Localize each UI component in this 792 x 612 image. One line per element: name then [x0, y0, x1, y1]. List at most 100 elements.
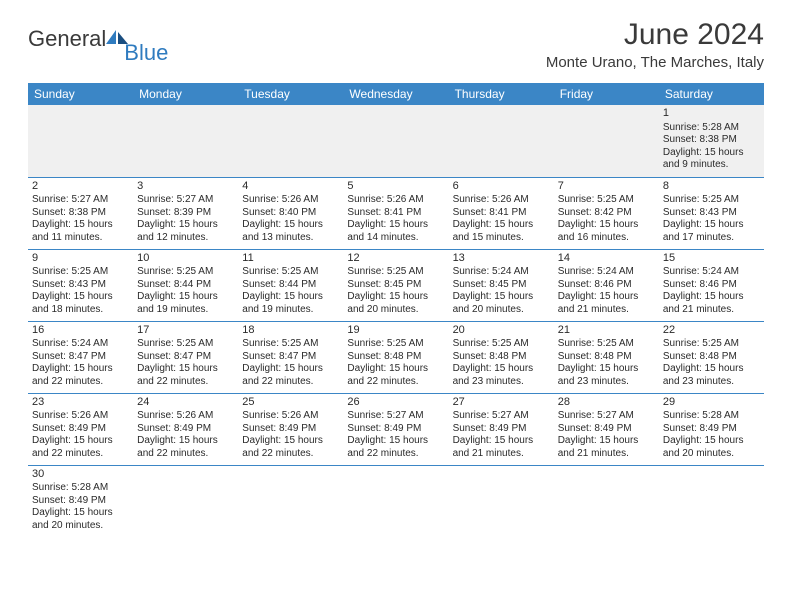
sunset-line: Sunset: 8:43 PM	[32, 279, 129, 292]
empty-cell	[133, 465, 238, 537]
sunset-line: Sunset: 8:38 PM	[663, 134, 760, 147]
sunset-line: Sunset: 8:48 PM	[663, 351, 760, 364]
sunrise-line: Sunrise: 5:25 AM	[242, 266, 339, 279]
daylight-line: Daylight: 15 hours and 22 minutes.	[137, 435, 234, 460]
day-cell: 8Sunrise: 5:25 AMSunset: 8:43 PMDaylight…	[659, 177, 764, 249]
sunrise-line: Sunrise: 5:27 AM	[347, 410, 444, 423]
day-cell: 15Sunrise: 5:24 AMSunset: 8:46 PMDayligh…	[659, 249, 764, 321]
calendar-body: 1Sunrise: 5:28 AMSunset: 8:38 PMDaylight…	[28, 105, 764, 537]
sunset-line: Sunset: 8:42 PM	[558, 207, 655, 220]
day-cell: 28Sunrise: 5:27 AMSunset: 8:49 PMDayligh…	[554, 393, 659, 465]
daylight-line: Daylight: 15 hours and 22 minutes.	[32, 363, 129, 388]
sunrise-line: Sunrise: 5:25 AM	[347, 338, 444, 351]
sunrise-line: Sunrise: 5:24 AM	[663, 266, 760, 279]
day-cell: 19Sunrise: 5:25 AMSunset: 8:48 PMDayligh…	[343, 321, 448, 393]
calendar-row: 9Sunrise: 5:25 AMSunset: 8:43 PMDaylight…	[28, 249, 764, 321]
day-cell: 1Sunrise: 5:28 AMSunset: 8:38 PMDaylight…	[659, 105, 764, 177]
day-cell: 9Sunrise: 5:25 AMSunset: 8:43 PMDaylight…	[28, 249, 133, 321]
sunset-line: Sunset: 8:47 PM	[32, 351, 129, 364]
sunrise-line: Sunrise: 5:24 AM	[453, 266, 550, 279]
sunrise-line: Sunrise: 5:27 AM	[32, 194, 129, 207]
day-cell: 24Sunrise: 5:26 AMSunset: 8:49 PMDayligh…	[133, 393, 238, 465]
day-cell: 3Sunrise: 5:27 AMSunset: 8:39 PMDaylight…	[133, 177, 238, 249]
daylight-line: Daylight: 15 hours and 19 minutes.	[242, 291, 339, 316]
daylight-line: Daylight: 15 hours and 17 minutes.	[663, 219, 760, 244]
day-number: 20	[453, 324, 550, 338]
empty-cell	[554, 465, 659, 537]
calendar-row: 2Sunrise: 5:27 AMSunset: 8:38 PMDaylight…	[28, 177, 764, 249]
day-number: 17	[137, 324, 234, 338]
day-cell: 17Sunrise: 5:25 AMSunset: 8:47 PMDayligh…	[133, 321, 238, 393]
day-cell: 25Sunrise: 5:26 AMSunset: 8:49 PMDayligh…	[238, 393, 343, 465]
daylight-line: Daylight: 15 hours and 18 minutes.	[32, 291, 129, 316]
sunset-line: Sunset: 8:49 PM	[453, 423, 550, 436]
sunset-line: Sunset: 8:43 PM	[663, 207, 760, 220]
calendar-table: SundayMondayTuesdayWednesdayThursdayFrid…	[28, 83, 764, 537]
day-number: 26	[347, 396, 444, 410]
sunrise-line: Sunrise: 5:26 AM	[32, 410, 129, 423]
daylight-line: Daylight: 15 hours and 21 minutes.	[558, 291, 655, 316]
sunset-line: Sunset: 8:47 PM	[137, 351, 234, 364]
day-cell: 16Sunrise: 5:24 AMSunset: 8:47 PMDayligh…	[28, 321, 133, 393]
sunrise-line: Sunrise: 5:26 AM	[347, 194, 444, 207]
day-cell: 4Sunrise: 5:26 AMSunset: 8:40 PMDaylight…	[238, 177, 343, 249]
day-cell: 5Sunrise: 5:26 AMSunset: 8:41 PMDaylight…	[343, 177, 448, 249]
daylight-line: Daylight: 15 hours and 20 minutes.	[663, 435, 760, 460]
daylight-line: Daylight: 15 hours and 22 minutes.	[347, 363, 444, 388]
day-number: 12	[347, 252, 444, 266]
sunrise-line: Sunrise: 5:24 AM	[32, 338, 129, 351]
sunset-line: Sunset: 8:38 PM	[32, 207, 129, 220]
day-number: 5	[347, 180, 444, 194]
sunrise-line: Sunrise: 5:25 AM	[558, 338, 655, 351]
day-number: 25	[242, 396, 339, 410]
daylight-line: Daylight: 15 hours and 20 minutes.	[32, 507, 129, 532]
daylight-line: Daylight: 15 hours and 22 minutes.	[242, 363, 339, 388]
day-cell: 12Sunrise: 5:25 AMSunset: 8:45 PMDayligh…	[343, 249, 448, 321]
location: Monte Urano, The Marches, Italy	[546, 54, 764, 71]
sunset-line: Sunset: 8:45 PM	[347, 279, 444, 292]
sunset-line: Sunset: 8:48 PM	[453, 351, 550, 364]
day-number: 14	[558, 252, 655, 266]
day-cell: 27Sunrise: 5:27 AMSunset: 8:49 PMDayligh…	[449, 393, 554, 465]
sunrise-line: Sunrise: 5:25 AM	[453, 338, 550, 351]
day-cell: 30Sunrise: 5:28 AMSunset: 8:49 PMDayligh…	[28, 465, 133, 537]
day-number: 9	[32, 252, 129, 266]
month-title: June 2024	[546, 18, 764, 52]
day-number: 29	[663, 396, 760, 410]
sunrise-line: Sunrise: 5:26 AM	[242, 194, 339, 207]
daylight-line: Daylight: 15 hours and 22 minutes.	[242, 435, 339, 460]
empty-cell	[343, 105, 448, 177]
day-cell: 6Sunrise: 5:26 AMSunset: 8:41 PMDaylight…	[449, 177, 554, 249]
day-cell: 18Sunrise: 5:25 AMSunset: 8:47 PMDayligh…	[238, 321, 343, 393]
weekday-header: Sunday	[28, 83, 133, 105]
sunrise-line: Sunrise: 5:26 AM	[242, 410, 339, 423]
sunset-line: Sunset: 8:48 PM	[558, 351, 655, 364]
day-cell: 13Sunrise: 5:24 AMSunset: 8:45 PMDayligh…	[449, 249, 554, 321]
daylight-line: Daylight: 15 hours and 12 minutes.	[137, 219, 234, 244]
daylight-line: Daylight: 15 hours and 11 minutes.	[32, 219, 129, 244]
daylight-line: Daylight: 15 hours and 23 minutes.	[453, 363, 550, 388]
day-cell: 10Sunrise: 5:25 AMSunset: 8:44 PMDayligh…	[133, 249, 238, 321]
sunset-line: Sunset: 8:45 PM	[453, 279, 550, 292]
daylight-line: Daylight: 15 hours and 19 minutes.	[137, 291, 234, 316]
daylight-line: Daylight: 15 hours and 20 minutes.	[453, 291, 550, 316]
daylight-line: Daylight: 15 hours and 23 minutes.	[558, 363, 655, 388]
day-number: 4	[242, 180, 339, 194]
daylight-line: Daylight: 15 hours and 21 minutes.	[453, 435, 550, 460]
sunrise-line: Sunrise: 5:27 AM	[137, 194, 234, 207]
sunset-line: Sunset: 8:44 PM	[137, 279, 234, 292]
weekday-header: Monday	[133, 83, 238, 105]
daylight-line: Daylight: 15 hours and 22 minutes.	[137, 363, 234, 388]
empty-cell	[554, 105, 659, 177]
sunrise-line: Sunrise: 5:28 AM	[32, 482, 129, 495]
daylight-line: Daylight: 15 hours and 15 minutes.	[453, 219, 550, 244]
daylight-line: Daylight: 15 hours and 14 minutes.	[347, 219, 444, 244]
day-number: 8	[663, 180, 760, 194]
day-cell: 26Sunrise: 5:27 AMSunset: 8:49 PMDayligh…	[343, 393, 448, 465]
sunrise-line: Sunrise: 5:25 AM	[137, 266, 234, 279]
sunrise-line: Sunrise: 5:25 AM	[32, 266, 129, 279]
daylight-line: Daylight: 15 hours and 22 minutes.	[32, 435, 129, 460]
logo-text-general: General	[28, 26, 106, 52]
sunset-line: Sunset: 8:49 PM	[242, 423, 339, 436]
day-cell: 22Sunrise: 5:25 AMSunset: 8:48 PMDayligh…	[659, 321, 764, 393]
